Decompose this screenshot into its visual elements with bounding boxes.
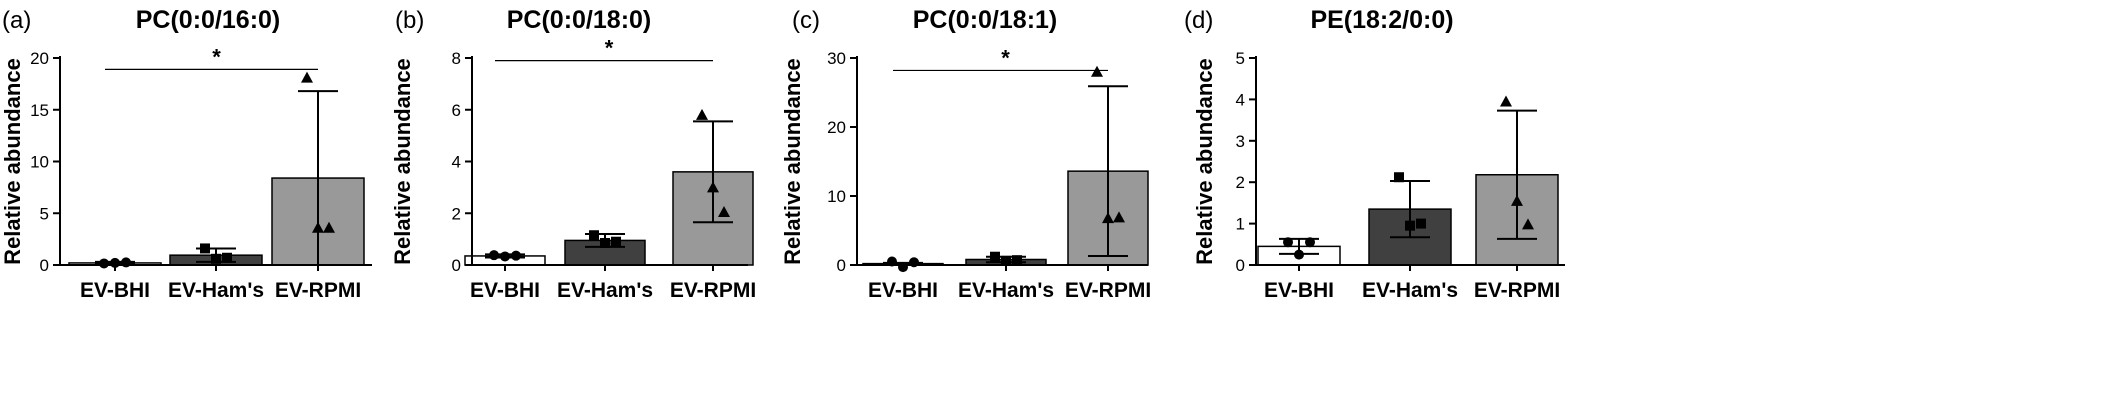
y-tick-label: 3: [1236, 132, 1245, 151]
chart-panel-b: (b) PC(0:0/18:0) Relative abundance 0 2 4 6 8 EV…: [390, 6, 756, 302]
y-tick-label: 5: [40, 204, 49, 223]
data-point: [600, 238, 610, 249]
data-point: [1294, 249, 1304, 260]
y-tick-label: 0: [40, 256, 49, 275]
data-point: [1394, 172, 1404, 183]
y-tick-label: 2: [1236, 173, 1245, 192]
data-point: [1091, 65, 1103, 77]
y-tick-label: 20: [30, 49, 49, 68]
y-tick-label: 4: [1236, 90, 1245, 109]
y-tick-label: 0: [837, 256, 846, 275]
x-tick-label: EV-Ham's: [1362, 279, 1458, 302]
chart-panel-a: (a) PC(0:0/16:0) Relative abundance 0 5 10 15 2…: [0, 6, 372, 302]
data-point: [887, 256, 897, 267]
y-tick-label: 8: [452, 49, 461, 68]
data-point: [611, 236, 621, 247]
x-tick-label: EV-Ham's: [168, 279, 264, 302]
x-tick-label: EV-BHI: [80, 279, 150, 302]
chart-panel-c: (c) PC(0:0/18:1) Relative abundance 0 10 20 30…: [780, 6, 1151, 302]
x-tick-label: EV-RPMI: [1474, 279, 1560, 302]
y-tick-label: 6: [452, 101, 461, 120]
data-point: [323, 221, 335, 233]
data-point: [110, 257, 120, 268]
x-tick-label: EV-RPMI: [275, 279, 361, 302]
data-point: [1416, 218, 1426, 229]
x-tick-label: EV-BHI: [470, 279, 540, 302]
y-tick-label: 0: [452, 256, 461, 275]
panel-letter: (a): [2, 7, 31, 34]
significance-label: *: [605, 36, 614, 61]
data-point: [511, 250, 521, 261]
y-tick-label: 0: [1236, 256, 1245, 275]
data-point: [589, 230, 599, 241]
y-tick-label: 5: [1236, 49, 1245, 68]
data-point: [909, 257, 919, 268]
data-point: [1102, 212, 1114, 224]
panel-letter: (d): [1184, 7, 1213, 34]
y-tick-label: 15: [30, 101, 49, 120]
x-tick-label: EV-RPMI: [1065, 279, 1151, 302]
y-axis-label: Relative abundance: [1192, 58, 1217, 265]
chart-title: PC(0:0/16:0): [136, 6, 281, 34]
y-tick-label: 30: [827, 49, 846, 68]
data-point: [1305, 237, 1315, 248]
chart-title: PE(18:2/0:0): [1310, 6, 1453, 34]
significance-label: *: [212, 44, 221, 69]
data-point: [1012, 255, 1022, 266]
data-point: [301, 71, 313, 83]
y-tick-label: 10: [30, 153, 49, 172]
data-point: [1283, 237, 1293, 248]
data-point: [1001, 255, 1011, 266]
y-tick-label: 4: [452, 153, 461, 172]
data-point: [222, 252, 232, 263]
data-point: [718, 205, 730, 217]
y-tick-label: 1: [1236, 215, 1245, 234]
panel-letter: (b): [395, 7, 424, 34]
chart-panel-d: (d) PE(18:2/0:0) Relative abundance 0 1 2 3 4 5 E…: [1184, 6, 1565, 302]
data-point: [211, 253, 221, 264]
x-tick-label: EV-Ham's: [958, 279, 1054, 302]
panel-letter: (c): [792, 7, 820, 34]
data-point: [312, 221, 324, 233]
data-point: [707, 181, 719, 193]
data-point: [1113, 211, 1125, 223]
y-tick-label: 2: [452, 204, 461, 223]
x-tick-label: EV-Ham's: [557, 279, 653, 302]
y-tick-label: 20: [827, 118, 846, 137]
data-point: [696, 108, 708, 120]
y-tick-label: 10: [827, 187, 846, 206]
data-point: [1511, 194, 1523, 206]
data-point: [1500, 95, 1512, 107]
chart-title: PC(0:0/18:1): [913, 6, 1058, 34]
y-axis-label: Relative abundance: [0, 58, 25, 265]
data-point: [99, 258, 109, 269]
y-axis-label: Relative abundance: [390, 58, 415, 265]
chart-title: PC(0:0/18:0): [507, 6, 652, 34]
significance-label: *: [1001, 45, 1010, 70]
data-point: [500, 251, 510, 262]
x-tick-label: EV-BHI: [1264, 279, 1334, 302]
data-point: [200, 243, 210, 254]
data-point: [990, 251, 1000, 262]
x-tick-label: EV-BHI: [868, 279, 938, 302]
data-point: [898, 262, 908, 273]
x-tick-label: EV-RPMI: [670, 279, 756, 302]
data-point: [1405, 220, 1415, 231]
data-point: [121, 257, 131, 268]
data-point: [1522, 218, 1534, 230]
y-axis-label: Relative abundance: [780, 58, 805, 265]
data-point: [489, 250, 499, 261]
